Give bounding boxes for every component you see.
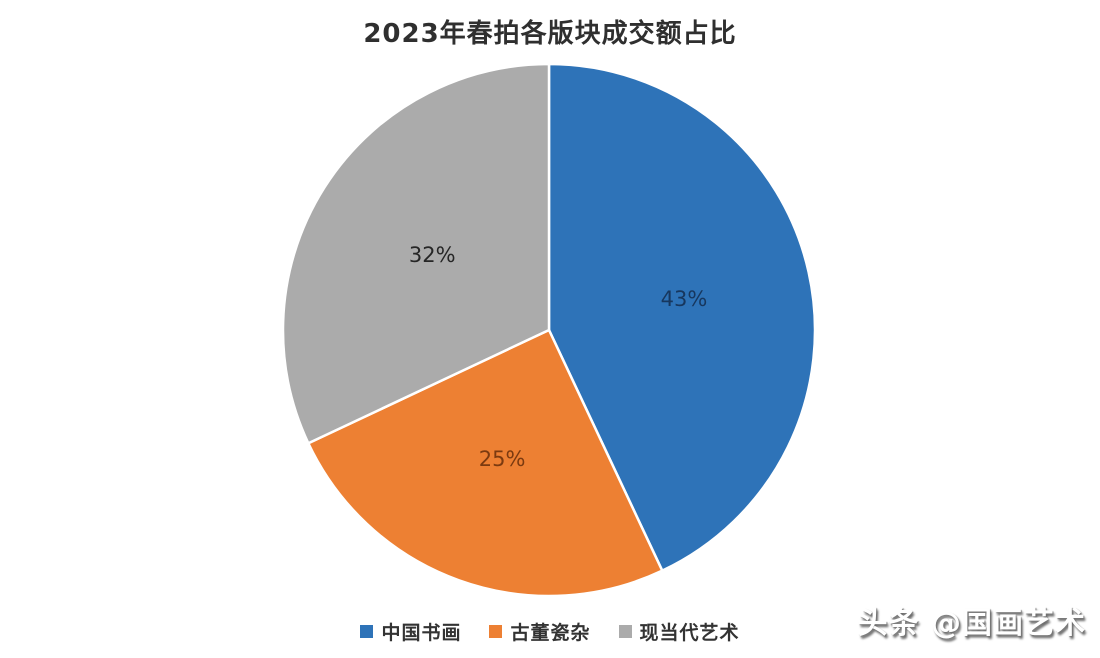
- pie-slice-label-chinese-painting: 43%: [661, 287, 708, 311]
- legend-swatch-antique-porcelain: [489, 625, 503, 638]
- pie-slice-chinese-painting: [547, 62, 817, 572]
- legend-label-chinese-painting: 中国书画: [381, 622, 462, 644]
- pie-slice-modern-contemporary-art: [281, 62, 551, 445]
- legend-label-modern-contemporary-art: 现当代艺术: [639, 622, 740, 644]
- legend-swatch-modern-contemporary-art: [618, 625, 632, 638]
- chart-title: 2023年春拍各版块成交额占比: [363, 19, 737, 49]
- watermark: 头条 @国画艺术: [857, 606, 1086, 641]
- legend-swatch-chinese-painting: [360, 625, 374, 638]
- pie-slice-label-antique-porcelain: 25%: [479, 447, 526, 471]
- legend-item-chinese-painting: 中国书画: [360, 618, 461, 645]
- legend-label-antique-porcelain: 古董瓷杂: [510, 622, 591, 644]
- pie-slice-antique-porcelain: [307, 328, 664, 598]
- legend-item-modern-contemporary-art: 现当代艺术: [618, 618, 740, 645]
- chart-legend: 中国书画 古董瓷杂 现当代艺术: [0, 618, 1100, 645]
- legend-item-antique-porcelain: 古董瓷杂: [489, 618, 590, 645]
- pie-slice-label-modern-contemporary-art: 32%: [409, 243, 456, 267]
